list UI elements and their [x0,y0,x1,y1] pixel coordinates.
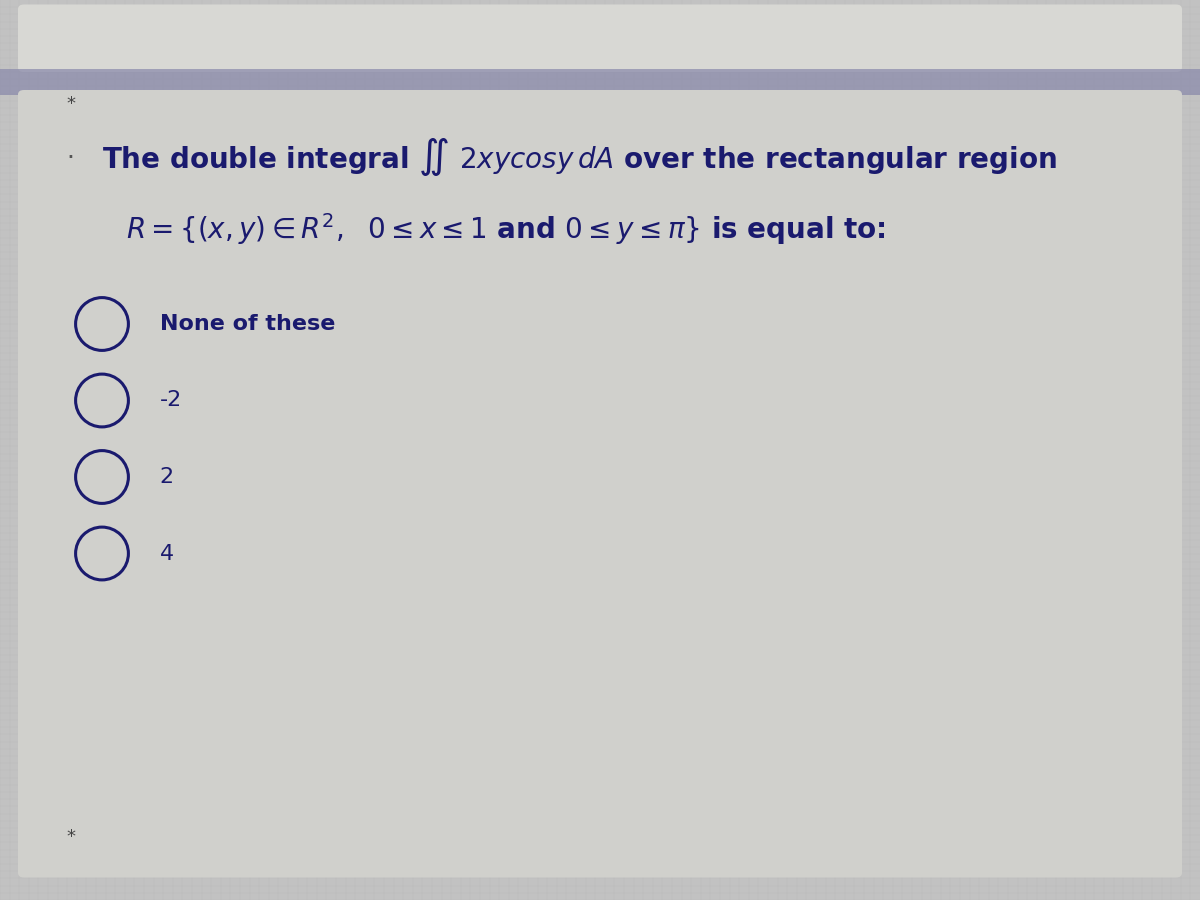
Text: None of these: None of these [160,314,335,334]
Text: 2: 2 [160,467,174,487]
Text: *: * [66,828,74,846]
Text: -2: -2 [160,391,182,410]
Text: The double integral $\iint$ $2xy\mathit{cosy}\,dA$ over the rectangular region: The double integral $\iint$ $2xy\mathit{… [102,137,1057,178]
Text: *: * [66,94,74,112]
Bar [0,69,1200,94]
FancyBboxPatch shape [18,4,1182,72]
Text: 4: 4 [160,544,174,563]
FancyBboxPatch shape [18,90,1182,878]
Text: ·: · [66,146,74,169]
Text: $R = \{(x, y) \in R^2,\ \ 0 \leq x \leq 1$ and $0 \leq y \leq \pi\}$ is equal to: $R = \{(x, y) \in R^2,\ \ 0 \leq x \leq … [126,212,886,248]
